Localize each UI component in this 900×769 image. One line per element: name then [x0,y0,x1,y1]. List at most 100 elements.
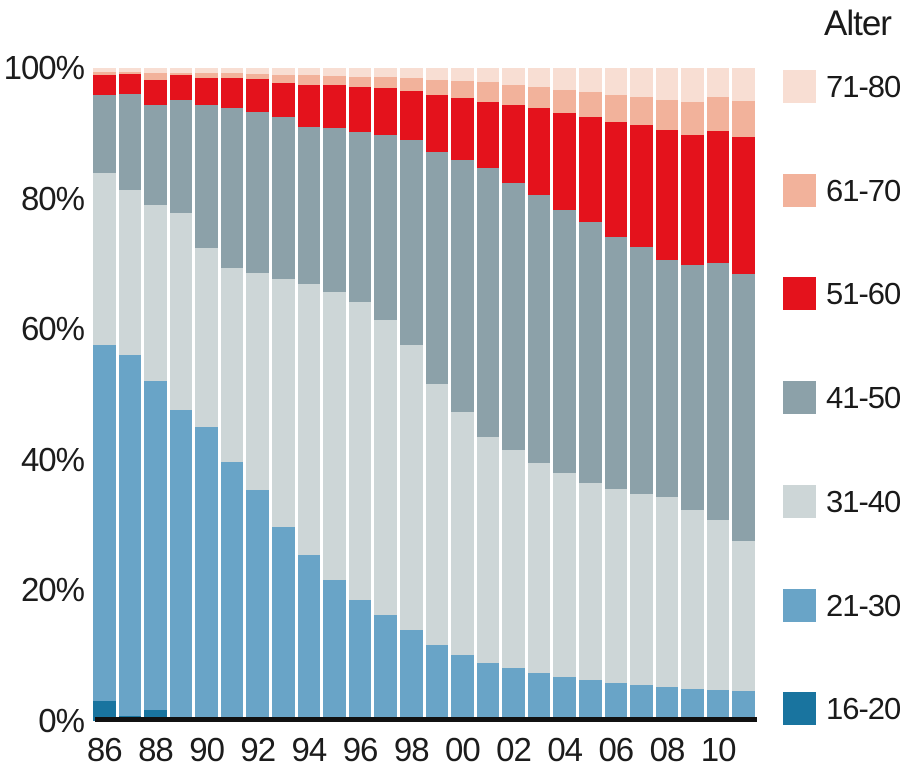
bar-segment-61-70 [553,89,576,114]
bar-segment-41-50 [553,209,576,473]
bar-segment-61-70 [681,101,704,135]
bar-segment-21-30 [348,600,372,721]
bar-segment-71-80 [502,68,525,86]
bar-segment-71-80 [246,68,270,74]
bar-segment-51-60 [374,88,397,136]
bar-segment-31-40 [220,267,244,462]
bar-segment-41-50 [706,262,730,520]
legend-swatch [783,277,816,311]
y-axis-tick-label: 100% [3,49,85,86]
bar-segment-41-50 [297,126,321,285]
bar-segment-71-80 [348,68,372,77]
bar-segment-71-80 [604,68,628,95]
x-axis-tick-label: 94 [291,731,328,768]
bar-segment-16-20 [144,709,167,721]
x-axis-tick-label: 86 [86,731,123,768]
legend-swatch [783,381,816,415]
legend-item-61-70: 61-70 [783,173,900,207]
bar-segment-31-40 [144,205,167,382]
bar-segment-51-60 [246,79,270,112]
bar-98 [399,68,423,721]
bar-segment-21-30 [502,668,525,721]
bar-05 [578,68,602,721]
bar-segment-21-30 [527,672,551,721]
bar-segment-21-30 [604,683,628,721]
bar-segment-41-50 [220,107,244,268]
bar-segment-21-30 [732,690,756,721]
bar-segment-51-60 [527,107,551,195]
bar-segment-21-30 [578,679,602,721]
bar-segment-21-30 [144,381,167,710]
bar-segment-71-80 [425,68,449,80]
bar-segment-51-60 [502,105,525,183]
legend-label: 31-40 [826,483,900,519]
bar-94 [297,68,321,721]
bar-segment-21-30 [451,655,474,721]
bar-segment-21-30 [118,355,142,716]
bar-segment-41-50 [246,111,270,274]
bar-segment-51-60 [732,136,756,274]
bar-segment-61-70 [93,71,116,76]
bar-segment-61-70 [706,97,730,132]
bar-segment-61-70 [169,72,193,76]
bar-segment-41-50 [681,265,704,511]
bar-segment-61-70 [502,85,525,106]
legend-item-41-50: 41-50 [783,381,900,415]
bar-segment-71-80 [374,68,397,78]
bar-segment-71-80 [195,68,218,74]
bar-segment-51-60 [297,85,321,127]
bar-11 [732,68,756,721]
x-axis-tick-label: 08 [649,731,686,768]
legend-swatch [783,484,816,518]
bar-segment-31-40 [630,493,653,686]
bar-03 [527,68,551,721]
bar-93 [272,68,295,721]
bar-segment-51-60 [706,131,730,263]
legend-item-16-20: 16-20 [783,691,900,727]
bar-segment-41-50 [476,167,500,437]
bar-segment-71-80 [681,68,704,102]
legend-label: 16-20 [826,691,900,727]
bar-segment-61-70 [374,77,397,89]
x-axis-tick-label: 04 [547,731,583,768]
bar-segment-31-40 [706,519,730,691]
bar-segment-16-20 [93,700,116,721]
bar-segment-61-70 [272,74,295,84]
bar-segment-71-80 [169,68,193,73]
bar-96 [348,68,372,721]
bar-segment-61-70 [246,73,270,80]
bar-segment-21-30 [630,685,653,721]
bar-segment-21-30 [425,645,449,721]
bar-segment-71-80 [578,68,602,93]
bar-segment-71-80 [706,68,730,98]
legend-swatch [783,588,816,622]
bar-segment-21-30 [706,690,730,721]
bar-segment-51-60 [425,94,449,153]
bar-segment-31-40 [297,284,321,556]
bar-segment-21-30 [655,687,679,721]
bar-segment-41-50 [502,182,525,451]
bar-segment-71-80 [144,68,167,74]
bar-segment-61-70 [425,79,449,95]
bar-99 [425,68,449,721]
bar-segment-21-30 [169,410,193,719]
x-axis-tick-label: 88 [138,731,174,768]
bar-segment-51-60 [630,124,653,247]
bar-segment-61-70 [655,100,679,131]
bar-segment-31-40 [195,248,218,428]
bar-segment-31-40 [604,489,628,684]
bar-segment-21-30 [272,527,295,721]
bar-00 [451,68,474,721]
bar-segment-61-70 [118,71,142,74]
bar-segment-41-50 [272,117,295,279]
bar-segment-31-40 [399,344,423,631]
bar-segment-31-40 [246,273,270,490]
bar-segment-61-70 [220,73,244,78]
bar-02 [502,68,525,721]
x-axis-tick-label: 00 [445,731,481,768]
x-axis-tick-label: 98 [393,731,430,768]
bar-segment-61-70 [604,94,628,123]
bar-segment-51-60 [451,98,474,161]
bar-segment-71-80 [118,68,142,72]
bar-segment-61-70 [732,100,756,137]
